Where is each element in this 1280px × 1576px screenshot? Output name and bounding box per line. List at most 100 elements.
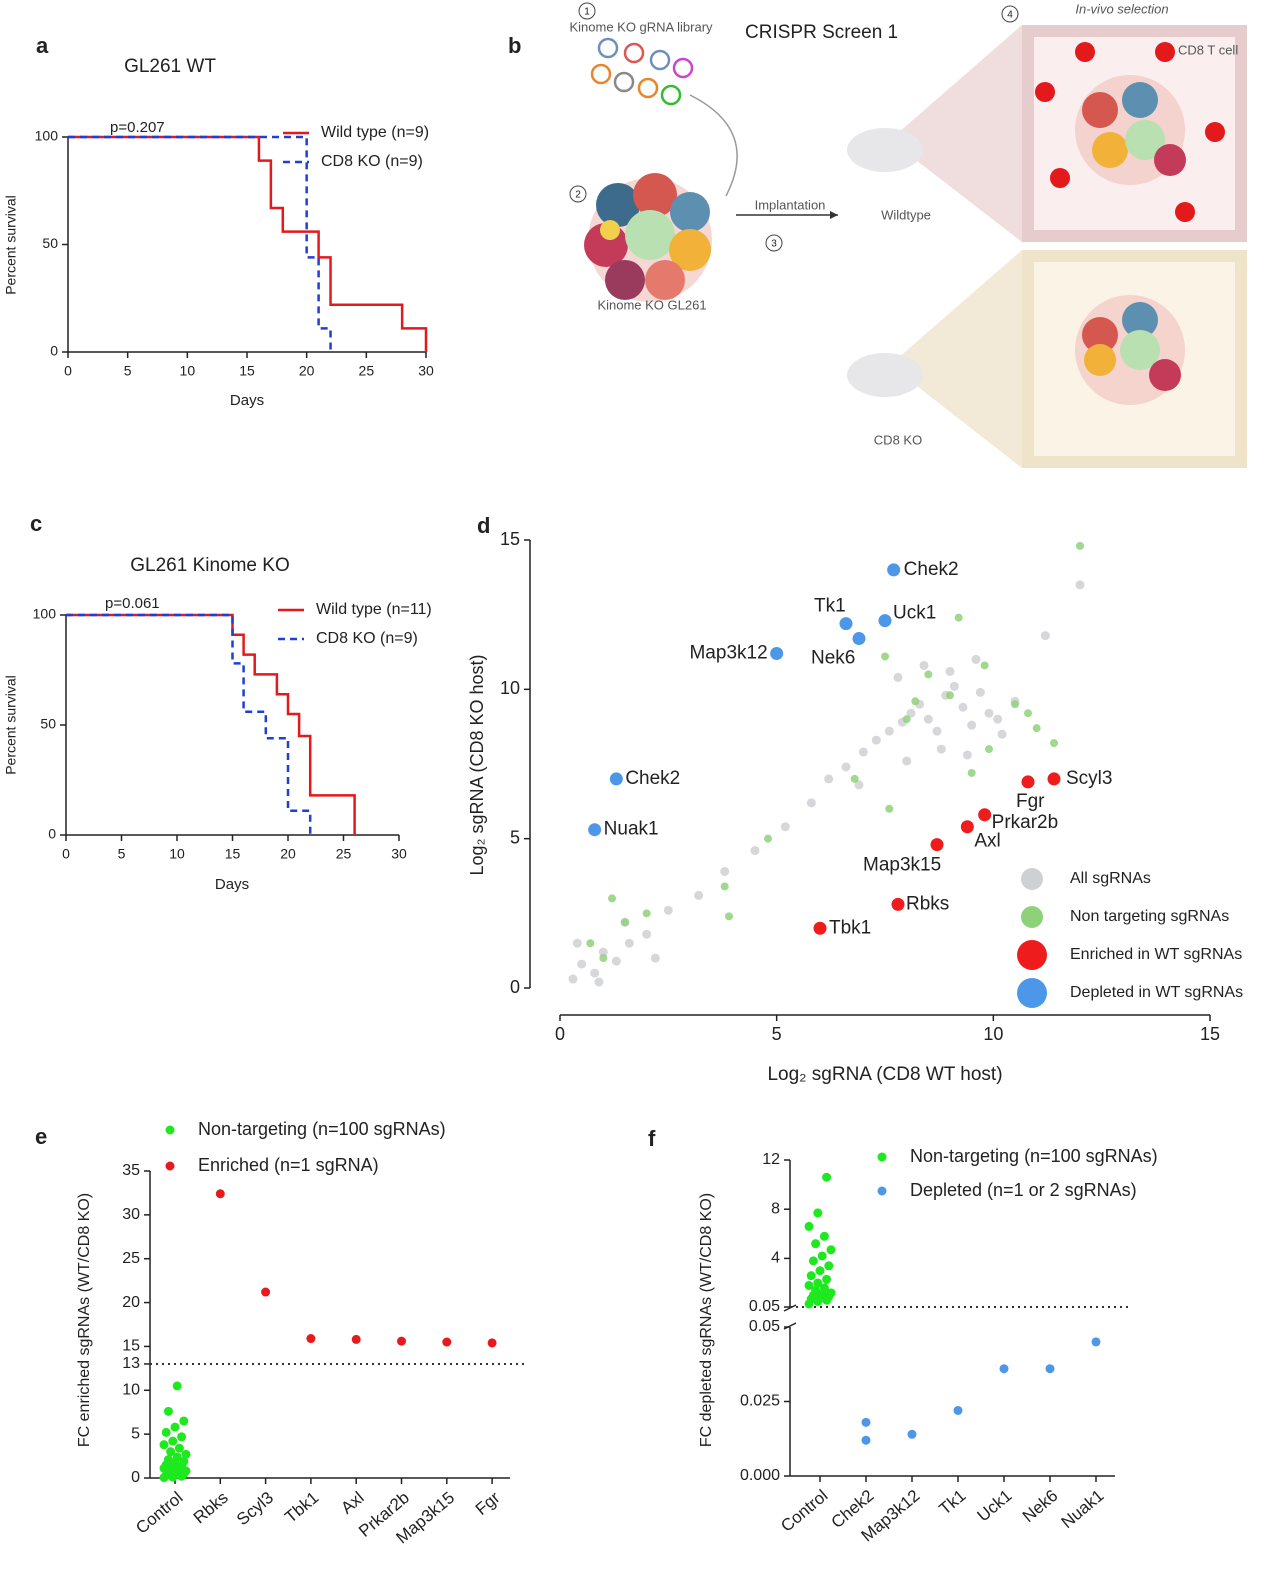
point [179,1416,189,1426]
host-label: Wildtype [881,207,931,222]
point [594,977,604,987]
legend-label: Wild type (n=11) [316,601,432,618]
arrow [689,94,738,197]
x-tick-label: Control [777,1486,831,1536]
point [919,660,929,670]
point-label: Tk1 [814,596,846,617]
point [906,708,916,718]
y-tick-label: 4 [771,1250,780,1267]
y-tick-label: 0.05 [749,1298,780,1315]
y-axis-label: Percent survival [3,675,19,775]
point [946,691,954,700]
point [975,687,985,697]
point [181,1449,191,1459]
point [599,954,608,963]
point [949,681,959,691]
point [806,798,816,808]
x-tick-label: Nuak1 [1058,1486,1108,1532]
y-tick-label: 0 [50,343,58,359]
y-axis-label: FC enriched sgRNAs (WT/CD8 KO) [76,1193,93,1447]
point [923,714,933,724]
point [1011,700,1019,709]
point [586,939,595,948]
cell-label: CD8 T cell [1178,42,1238,57]
point [826,1288,836,1298]
x-tick-label: 10 [169,846,185,862]
point [720,882,729,891]
point [813,1208,823,1218]
point [871,735,881,745]
legend-label: Depleted (n=1 or 2 sgRNAs) [910,1180,1137,1200]
x-tick-label: Tbk1 [281,1488,322,1527]
panel-label: b [508,33,521,58]
y-tick-label: 5 [510,827,520,847]
point [163,1455,173,1465]
point [694,890,704,900]
point [999,1364,1009,1374]
panel-label: d [477,513,490,538]
annotation: p=0.061 [105,595,160,612]
mouse [847,353,923,397]
point [826,1245,836,1255]
panel-label: f [648,1126,656,1151]
x-tick-label: 0 [555,1024,565,1044]
step-number: 3 [771,239,777,250]
x-tick-label: 0 [64,363,72,379]
point [817,1251,827,1261]
x-tick-label: 15 [239,363,255,379]
t-cells [1035,42,1225,222]
point-label: Axl [974,831,1000,852]
panel-label: a [36,33,49,58]
point [893,672,903,682]
selection-label: In-vivo selection [1075,1,1168,16]
legend-label: Enriched (n=1 sgRNA) [198,1155,379,1175]
point [608,894,616,903]
survival-line [66,613,356,835]
point-label: Rbks [906,893,949,914]
point [852,632,866,646]
point-label: Prkar2b [992,812,1059,833]
point [960,820,974,834]
annotation: p=0.207 [110,119,165,136]
y-tick-label: 50 [42,235,58,251]
point [984,708,994,718]
x-tick-label: 15 [1200,1024,1220,1044]
x-tick-label: Fgr [472,1488,504,1519]
point-label: Tbk1 [829,917,871,938]
point [841,762,851,772]
tumor [584,173,712,302]
axis-break [783,1304,797,1330]
y-tick-label: 35 [122,1162,140,1179]
point-label: Chek2 [904,559,959,580]
legend-label: CD8 KO (n=9) [321,153,423,170]
point [861,1435,871,1445]
point-label: Map3k12 [689,643,767,664]
point [1045,1364,1055,1374]
point [936,744,946,754]
point [442,1337,452,1347]
tumor-label: Kinome KO GL261 [597,297,706,312]
point [854,780,864,790]
point [819,1283,829,1293]
x-tick-label: Rbks [190,1488,232,1527]
x-tick-label: Scyl3 [233,1488,277,1529]
point [954,613,963,622]
legend-label: Enriched in WT sgRNAs [1070,946,1242,963]
x-tick-label: 5 [118,846,126,862]
point [163,1406,173,1416]
step-badge [765,234,783,252]
legend-swatch [1017,940,1047,970]
survival-line [68,135,332,352]
point [911,697,920,706]
point [172,1452,182,1462]
x-tick-label: Nek6 [1019,1486,1062,1526]
point [624,938,634,948]
point-label: Nuak1 [604,819,659,840]
step-number: 2 [575,190,581,201]
point [980,661,989,670]
point [172,1381,182,1391]
point [822,1274,832,1284]
point [971,654,981,664]
point [806,1271,816,1281]
point [568,974,578,984]
